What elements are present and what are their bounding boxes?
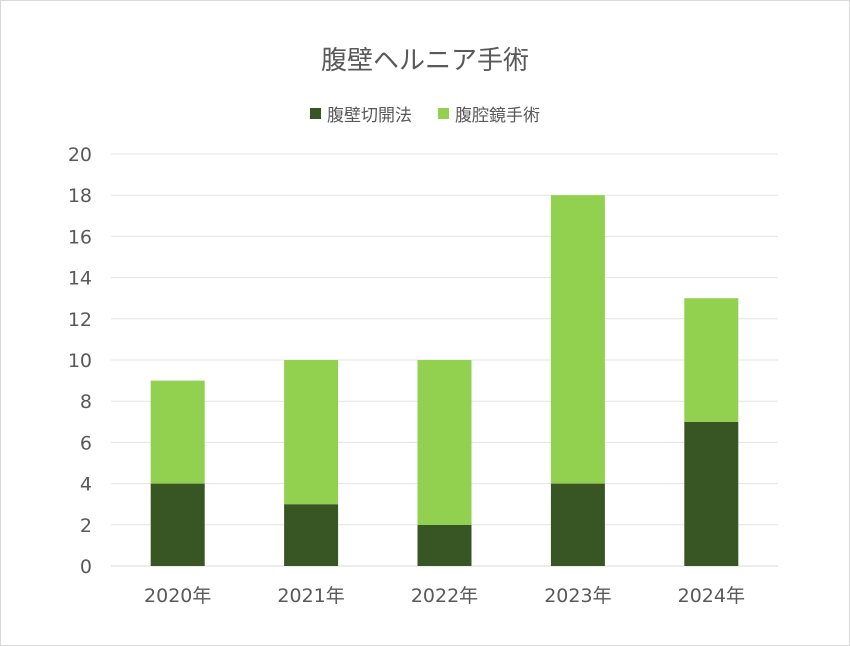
x-tick-label: 2020年 bbox=[144, 585, 211, 607]
y-tick-label: 8 bbox=[80, 391, 92, 413]
x-tick-label: 2024年 bbox=[678, 585, 745, 607]
bar-open bbox=[417, 524, 472, 566]
bar-laparoscopic bbox=[150, 380, 205, 484]
legend-label-laparoscopic: 腹腔鏡手術 bbox=[455, 106, 540, 126]
bar-laparoscopic bbox=[284, 360, 339, 505]
y-tick-label: 20 bbox=[68, 144, 92, 166]
y-tick-label: 10 bbox=[68, 350, 92, 372]
y-tick-label: 16 bbox=[68, 226, 92, 248]
legend-label-open: 腹壁切開法 bbox=[327, 106, 412, 126]
y-tick-label: 18 bbox=[68, 185, 92, 207]
chart-title: 腹壁ヘルニア手術 bbox=[320, 46, 529, 76]
y-tick-label: 6 bbox=[80, 432, 92, 454]
legend-swatch-open bbox=[310, 108, 321, 119]
bar-open bbox=[284, 504, 339, 566]
y-tick-label: 12 bbox=[68, 309, 92, 331]
y-tick-label: 4 bbox=[80, 474, 92, 496]
y-tick-label: 2 bbox=[80, 515, 92, 537]
y-tick-label: 14 bbox=[68, 268, 92, 290]
bar-open bbox=[150, 483, 205, 566]
bar-open bbox=[684, 421, 739, 566]
x-tick-label: 2023年 bbox=[544, 585, 611, 607]
legend-item-laparoscopic: 腹腔鏡手術 bbox=[438, 101, 540, 126]
bar-laparoscopic bbox=[550, 195, 605, 484]
y-tick-label: 0 bbox=[80, 556, 92, 578]
bar-open bbox=[550, 483, 605, 566]
x-tick-label: 2021年 bbox=[277, 585, 344, 607]
bar-laparoscopic bbox=[684, 298, 739, 422]
legend-swatch-laparoscopic bbox=[438, 108, 449, 119]
legend-item-open: 腹壁切開法 bbox=[310, 101, 412, 126]
chart-legend: 腹壁切開法 腹腔鏡手術 bbox=[0, 101, 850, 126]
x-tick-label: 2022年 bbox=[411, 585, 478, 607]
bar-laparoscopic bbox=[417, 360, 472, 525]
